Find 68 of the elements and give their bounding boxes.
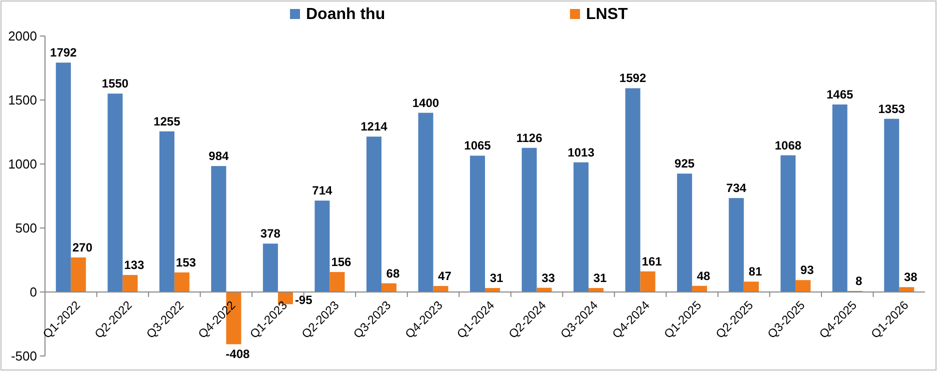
data-label: 1353 (878, 102, 906, 116)
data-label: 161 (642, 254, 662, 268)
y-tick-label: -500 (10, 348, 37, 364)
data-label: 1550 (102, 76, 129, 91)
data-label: 734 (726, 181, 747, 196)
bar (418, 112, 434, 292)
bar (832, 104, 848, 292)
bar (122, 274, 138, 292)
data-label: 81 (748, 264, 762, 279)
data-label: 1068 (774, 138, 802, 152)
bar (625, 88, 640, 292)
data-label: 1126 (516, 130, 543, 145)
y-tick-label: 1500 (8, 92, 37, 108)
data-label: 270 (72, 240, 93, 254)
data-label: 93 (800, 263, 814, 278)
bar (470, 156, 485, 292)
data-label: 33 (542, 270, 556, 285)
data-label: 38 (904, 270, 918, 284)
data-label: 31 (490, 271, 504, 286)
legend-label: LNST (586, 6, 628, 23)
data-label: 47 (438, 268, 452, 283)
bar (780, 155, 796, 292)
bar (211, 166, 226, 292)
legend-label: Doanh thu (306, 6, 386, 23)
bar (728, 198, 744, 292)
data-label: 31 (593, 271, 608, 286)
bar (108, 94, 123, 292)
bar (70, 257, 86, 292)
data-label: 1465 (826, 87, 854, 102)
data-label: 68 (386, 266, 400, 280)
data-label: 48 (696, 268, 711, 283)
y-tick-label: 500 (15, 220, 37, 236)
bar (262, 244, 278, 292)
data-label: 1214 (360, 120, 388, 134)
data-label: 8 (856, 274, 863, 288)
data-label: 925 (674, 156, 695, 171)
y-tick-label: 0 (30, 284, 37, 300)
bar (640, 271, 656, 292)
bar (744, 282, 759, 292)
data-label: 984 (208, 149, 230, 164)
y-tick-label: 2000 (8, 28, 37, 44)
bar (574, 162, 589, 292)
data-label: 1065 (464, 138, 492, 153)
bar (522, 148, 537, 292)
data-label: 1592 (619, 71, 646, 86)
bar (159, 131, 174, 292)
data-label: 1013 (568, 145, 595, 160)
bar (174, 272, 190, 292)
data-label: 378 (260, 226, 281, 241)
bar (433, 286, 448, 292)
data-label: 153 (176, 255, 196, 270)
bar (381, 283, 396, 292)
bar (366, 136, 382, 292)
bar (677, 174, 692, 292)
bar (884, 118, 900, 292)
data-label: -408 (226, 347, 250, 362)
data-label: 1792 (50, 46, 78, 60)
data-label: 1255 (154, 114, 181, 128)
data-label: 714 (312, 184, 333, 198)
bar (314, 200, 330, 292)
bar (330, 272, 345, 292)
data-label: 133 (124, 258, 144, 272)
bar (796, 280, 811, 292)
y-tick-label: 1000 (8, 156, 37, 172)
data-label: 1400 (412, 96, 440, 110)
bar (899, 287, 914, 292)
data-label: 156 (331, 255, 352, 270)
bar (56, 62, 71, 292)
